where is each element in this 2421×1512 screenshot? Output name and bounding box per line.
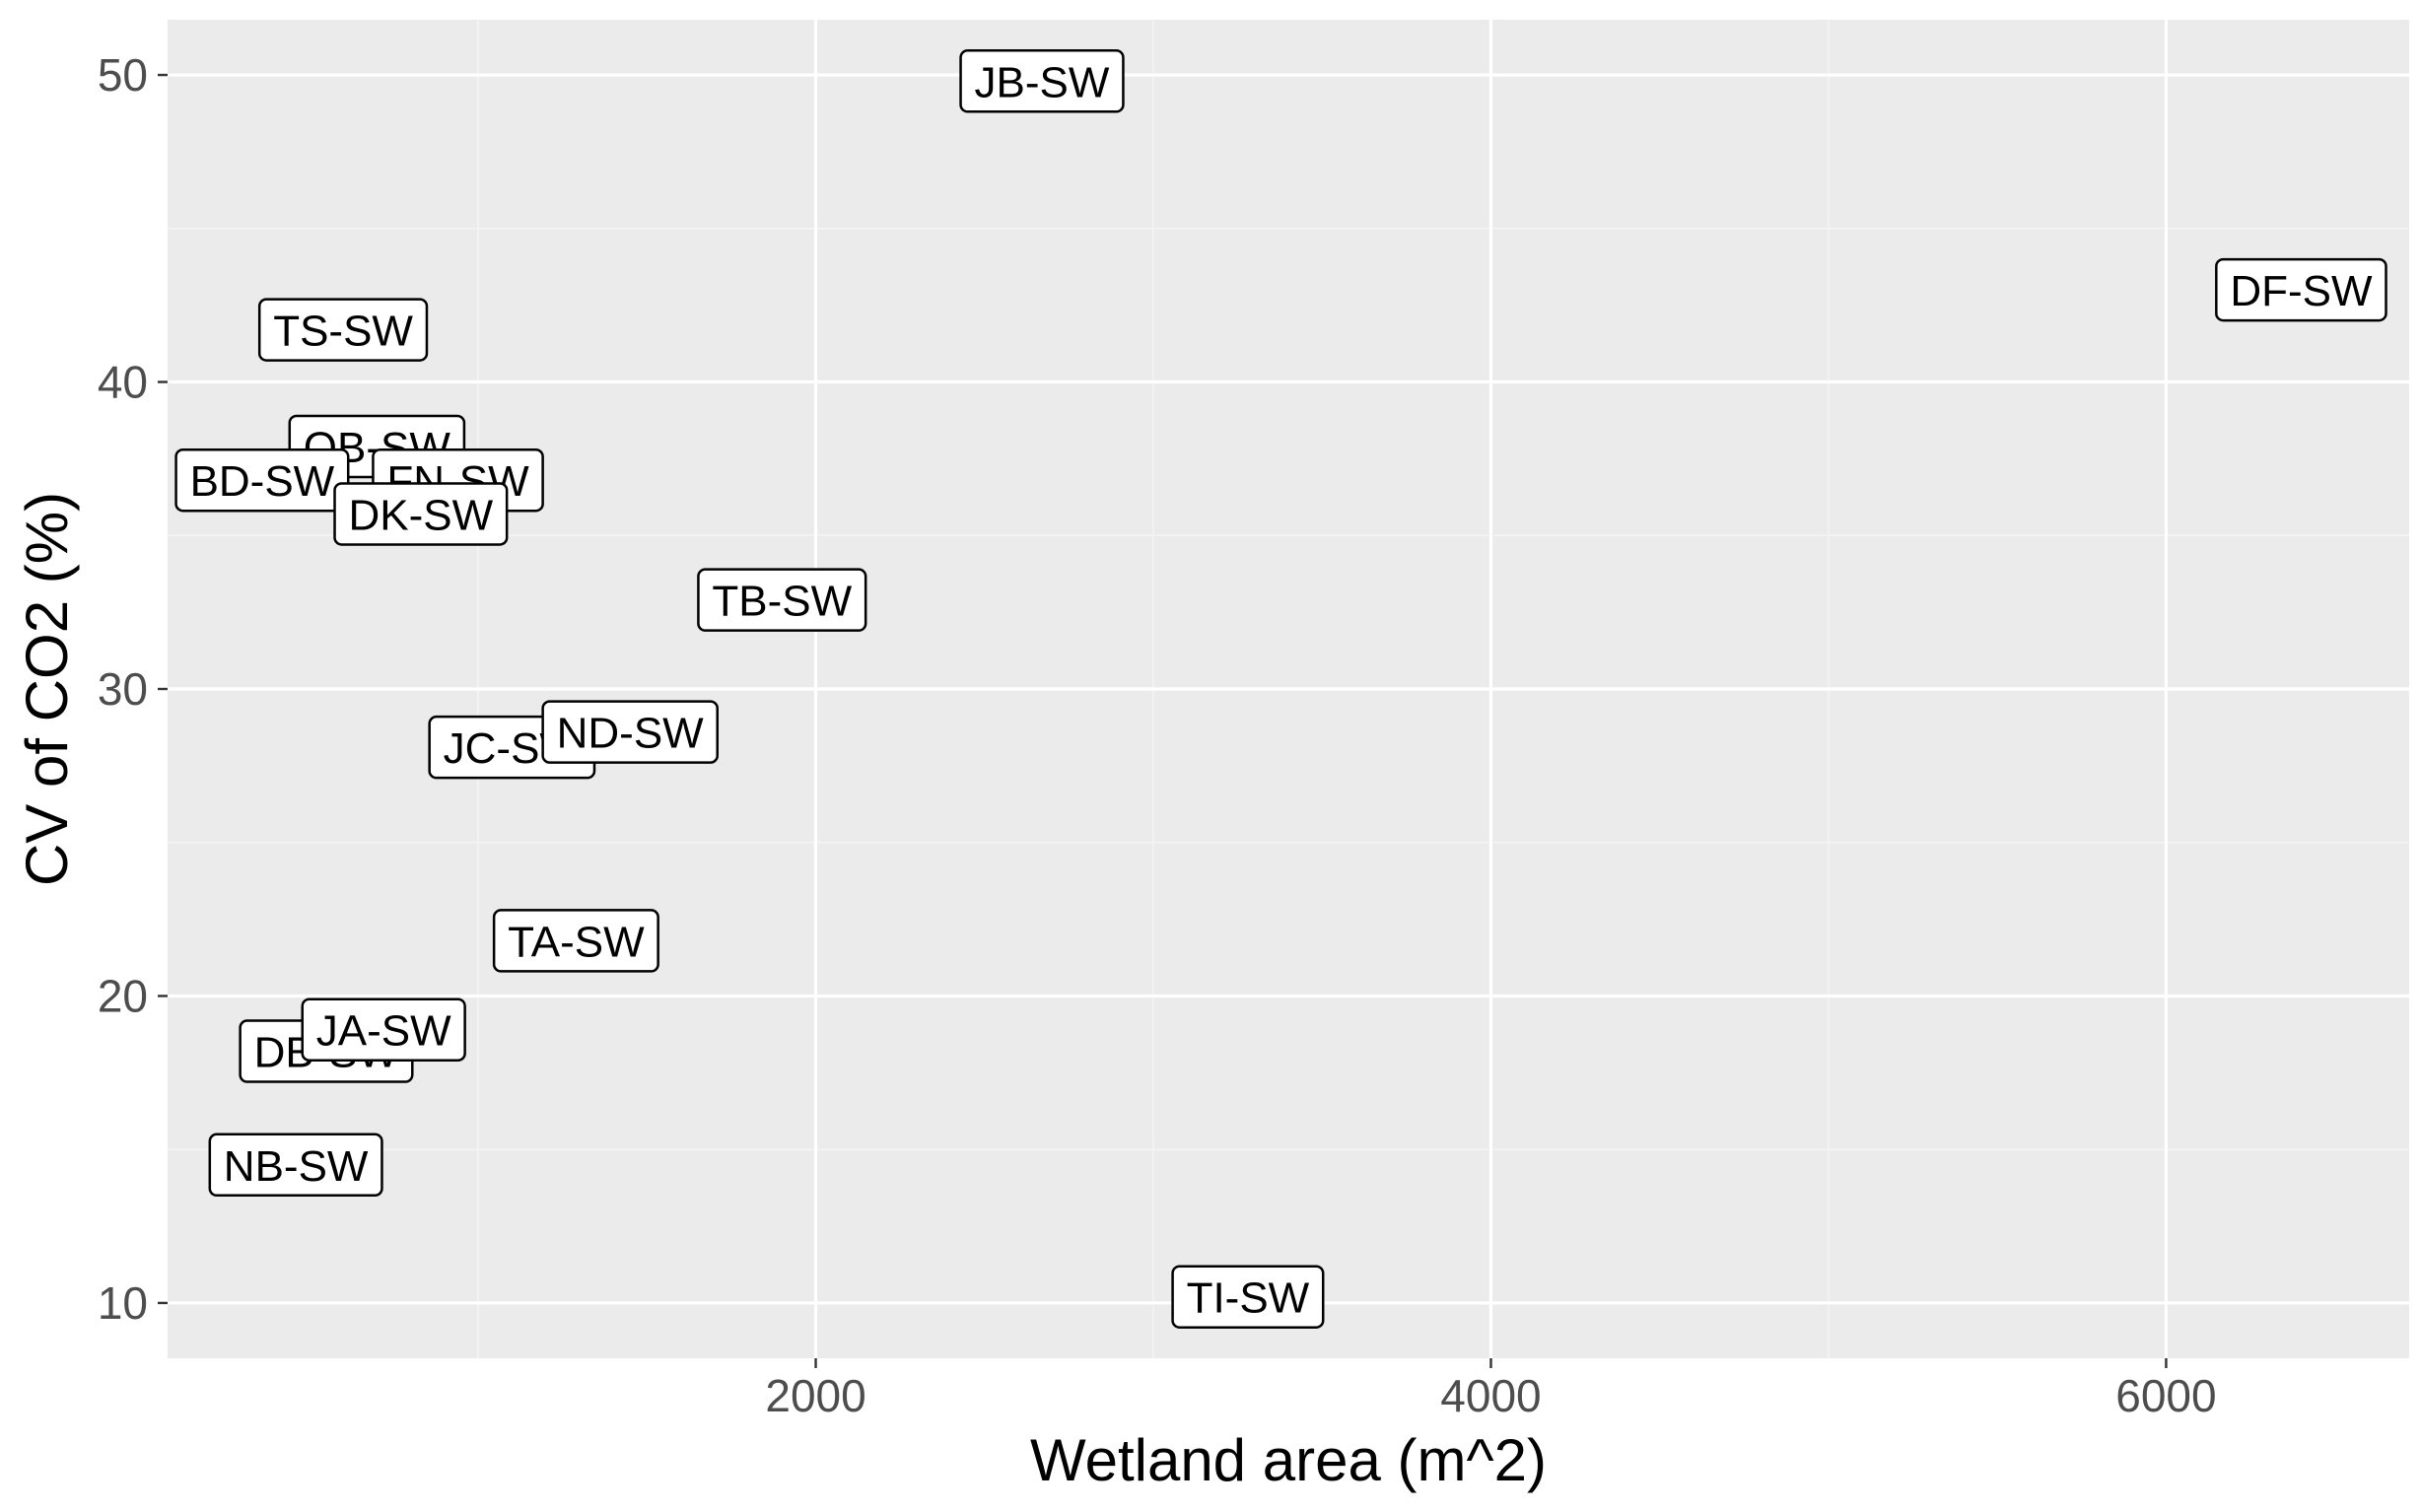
y-axis-title: CV of CO2 (%) [14, 492, 80, 886]
point-label-box [959, 49, 1125, 113]
y-tick-label: 20 [98, 970, 148, 1021]
point-label-box [301, 997, 466, 1062]
x-tick-label: 4000 [1440, 1370, 1541, 1421]
data-point-label: TA-SW [492, 909, 659, 973]
point-label-text: TB-SW [712, 578, 852, 626]
point-label-text: JA-SW [316, 1007, 451, 1056]
y-tick-label: 40 [98, 357, 148, 408]
point-label-text: TS-SW [273, 308, 413, 356]
point-label-box [697, 568, 867, 632]
data-point-label: TB-SW [697, 568, 867, 632]
x-axis: 2000 4000 6000 [765, 1358, 2217, 1421]
point-label-box [257, 298, 429, 362]
data-point-label: JA-SW [301, 997, 466, 1062]
data-point-label: NB-SW [208, 1133, 383, 1198]
point-label-text: TA-SW [508, 918, 645, 966]
point-label-box [174, 447, 350, 513]
data-point-label: JB-SW [959, 49, 1125, 113]
data-point-label: DF-SW [2215, 257, 2387, 322]
x-axis-title: Wetland area (m^2) [1030, 1427, 1547, 1493]
data-point-label: ND-SW [541, 700, 719, 764]
point-label-box [2215, 257, 2387, 322]
point-label-text: TI-SW [1187, 1274, 1310, 1323]
data-point-label: TS-SW [257, 298, 429, 362]
point-label-box [208, 1133, 383, 1198]
y-axis: 10 20 30 40 50 [98, 49, 168, 1329]
point-label-text: JB-SW [975, 58, 1110, 106]
point-label-text: ND-SW [557, 710, 705, 758]
point-label-box [492, 909, 659, 973]
data-point-label: DK-SW [333, 482, 509, 546]
data-point-label: BD-SW [174, 447, 350, 513]
point-label-box [541, 700, 719, 764]
point-label-text: DF-SW [2230, 267, 2373, 315]
point-label-text: NB-SW [224, 1142, 369, 1191]
y-tick-label: 10 [98, 1277, 148, 1329]
x-tick-label: 2000 [765, 1370, 865, 1421]
point-label-box [1171, 1265, 1325, 1329]
point-label-text: BD-SW [190, 457, 335, 506]
data-point-label: TI-SW [1171, 1265, 1325, 1329]
y-tick-label: 50 [98, 49, 148, 101]
point-label-text: DK-SW [349, 491, 494, 539]
x-tick-label: 6000 [2115, 1370, 2216, 1421]
point-label-box [333, 482, 509, 546]
y-tick-label: 30 [98, 663, 148, 715]
